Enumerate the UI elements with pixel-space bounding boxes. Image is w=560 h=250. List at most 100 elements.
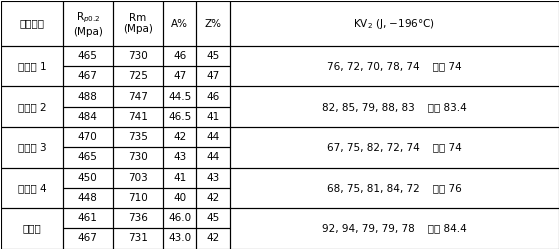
Text: 42: 42 <box>207 193 220 203</box>
Bar <box>113 127 163 147</box>
Text: 46.5: 46.5 <box>168 112 192 122</box>
Bar <box>163 46 197 66</box>
Bar <box>230 86 559 127</box>
Text: 比较例: 比较例 <box>22 223 41 233</box>
Text: A%: A% <box>171 19 188 29</box>
Text: 76, 72, 70, 78, 74    均值 74: 76, 72, 70, 78, 74 均值 74 <box>327 61 461 71</box>
Bar <box>1 208 63 248</box>
Bar <box>113 107 163 127</box>
Bar <box>197 127 230 147</box>
Text: Rm
(Mpa): Rm (Mpa) <box>123 13 153 35</box>
Bar <box>197 66 230 86</box>
Bar <box>63 228 113 248</box>
Bar <box>197 147 230 168</box>
Text: 92, 94, 79, 79, 78    均值 84.4: 92, 94, 79, 79, 78 均值 84.4 <box>322 223 466 233</box>
Bar <box>197 46 230 66</box>
Text: 730: 730 <box>128 51 148 61</box>
Bar <box>230 127 559 168</box>
Bar <box>197 107 230 127</box>
Text: 67, 75, 82, 72, 74    均值 74: 67, 75, 82, 72, 74 均值 74 <box>327 142 461 152</box>
Bar <box>1 86 63 127</box>
Bar <box>63 147 113 168</box>
Text: 43.0: 43.0 <box>168 234 192 243</box>
Text: 42: 42 <box>173 132 186 142</box>
Text: 488: 488 <box>78 92 97 102</box>
Text: Z%: Z% <box>204 19 222 29</box>
Text: 703: 703 <box>128 173 148 183</box>
Bar <box>63 127 113 147</box>
Bar <box>113 66 163 86</box>
Bar <box>163 168 197 188</box>
Text: 467: 467 <box>78 71 97 81</box>
Bar <box>1 127 63 168</box>
Bar <box>197 2 230 46</box>
Text: 44: 44 <box>207 132 220 142</box>
Text: 465: 465 <box>78 51 97 61</box>
Bar <box>230 208 559 248</box>
Text: 44.5: 44.5 <box>168 92 192 102</box>
Text: 41: 41 <box>173 173 186 183</box>
Bar <box>113 86 163 107</box>
Bar <box>113 147 163 168</box>
Text: 实施例 2: 实施例 2 <box>18 102 46 112</box>
Text: 45: 45 <box>207 213 220 223</box>
Bar <box>163 228 197 248</box>
Bar <box>230 46 559 86</box>
Text: 47: 47 <box>173 71 186 81</box>
Text: 47: 47 <box>207 71 220 81</box>
Bar <box>163 2 197 46</box>
Bar <box>163 147 197 168</box>
Bar <box>1 168 63 208</box>
Text: 46: 46 <box>173 51 186 61</box>
Text: R$_{p0.2}$
(Mpa): R$_{p0.2}$ (Mpa) <box>73 11 102 37</box>
Text: 450: 450 <box>78 173 97 183</box>
Text: 44: 44 <box>207 152 220 162</box>
Text: 41: 41 <box>207 112 220 122</box>
Text: 82, 85, 79, 88, 83    均值 83.4: 82, 85, 79, 88, 83 均值 83.4 <box>322 102 466 112</box>
Text: 实施例 3: 实施例 3 <box>18 142 46 152</box>
Text: KV$_2$ (J, −196°C): KV$_2$ (J, −196°C) <box>353 17 435 31</box>
Text: 725: 725 <box>128 71 148 81</box>
Text: 731: 731 <box>128 234 148 243</box>
Bar <box>63 188 113 208</box>
Text: 461: 461 <box>78 213 97 223</box>
Bar <box>63 168 113 188</box>
Text: 45: 45 <box>207 51 220 61</box>
Bar <box>163 188 197 208</box>
Bar <box>163 208 197 228</box>
Bar <box>113 168 163 188</box>
Text: 46.0: 46.0 <box>168 213 192 223</box>
Text: 43: 43 <box>173 152 186 162</box>
Bar <box>113 208 163 228</box>
Text: 46: 46 <box>207 92 220 102</box>
Bar <box>63 66 113 86</box>
Bar <box>113 228 163 248</box>
Bar <box>197 188 230 208</box>
Text: 741: 741 <box>128 112 148 122</box>
Bar <box>230 2 559 46</box>
Text: 470: 470 <box>78 132 97 142</box>
Bar <box>63 86 113 107</box>
Bar <box>163 86 197 107</box>
Bar <box>197 228 230 248</box>
Bar <box>230 168 559 208</box>
Text: 467: 467 <box>78 234 97 243</box>
Text: 实施例 1: 实施例 1 <box>18 61 46 71</box>
Bar <box>63 107 113 127</box>
Text: 68, 75, 81, 84, 72    均值 76: 68, 75, 81, 84, 72 均值 76 <box>327 183 461 193</box>
Bar <box>63 2 113 46</box>
Bar <box>113 188 163 208</box>
Text: 熔敷金属: 熔敷金属 <box>20 19 45 29</box>
Text: 710: 710 <box>128 193 148 203</box>
Text: 465: 465 <box>78 152 97 162</box>
Text: 747: 747 <box>128 92 148 102</box>
Bar <box>63 208 113 228</box>
Text: 40: 40 <box>173 193 186 203</box>
Bar <box>197 86 230 107</box>
Text: 448: 448 <box>78 193 97 203</box>
Bar <box>113 46 163 66</box>
Bar <box>63 46 113 66</box>
Bar <box>197 208 230 228</box>
Bar <box>197 168 230 188</box>
Text: 484: 484 <box>78 112 97 122</box>
